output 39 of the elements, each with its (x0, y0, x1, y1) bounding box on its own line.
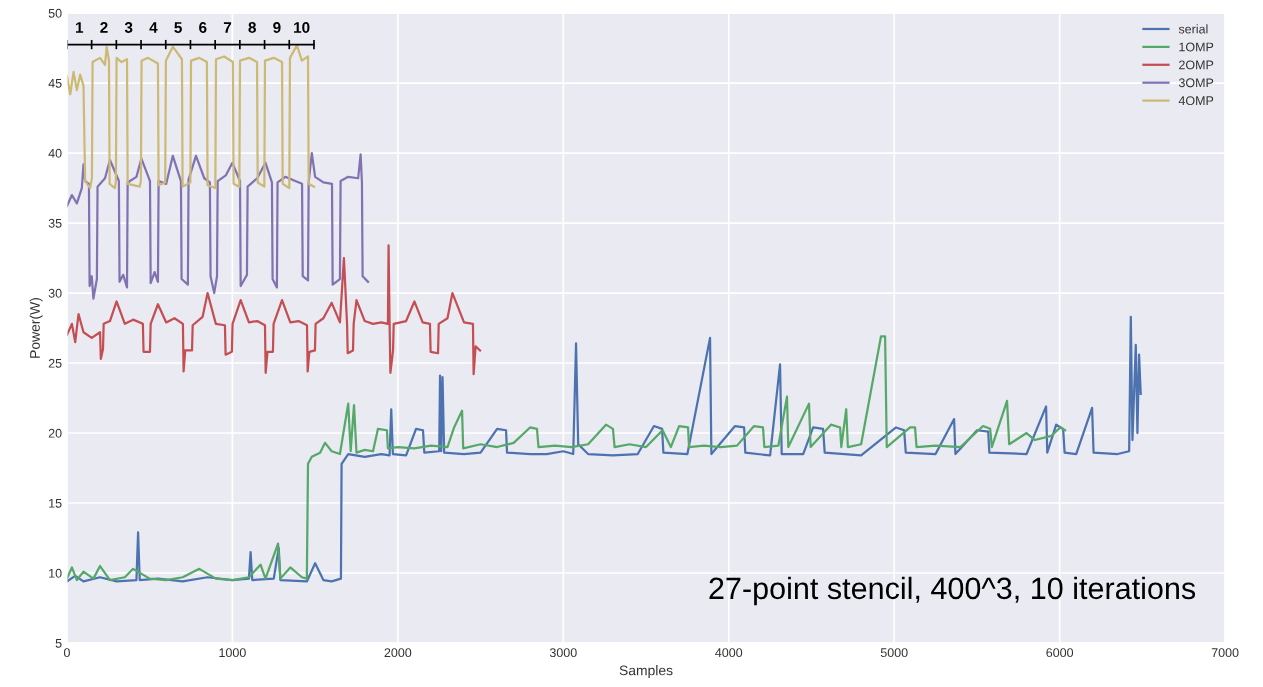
y-tick-label: 5 (55, 638, 62, 648)
annotation: 8 (248, 22, 256, 33)
annotation: 1 (76, 22, 84, 33)
annotation: 9 (273, 22, 281, 33)
x-tick-label: 6000 (1046, 648, 1074, 658)
annotation: 7 (223, 22, 232, 33)
y-tick-label: 20 (48, 428, 62, 438)
line-series (66, 44, 316, 190)
legend-label: 1OMP (1179, 42, 1214, 52)
y-tick-label: 40 (48, 148, 62, 158)
x-tick-label: 3000 (549, 648, 577, 658)
legend-label: 2OMP (1179, 60, 1214, 70)
annotation: 6 (199, 22, 207, 33)
x-tick-label: 4000 (715, 648, 743, 658)
legend-label: 4OMP (1178, 96, 1214, 106)
annotation: 5 (174, 22, 182, 33)
y-tick-label: 45 (48, 78, 62, 88)
annotation: 10 (294, 22, 310, 33)
y-tick-label: 25 (48, 358, 62, 368)
x-tick-label: 1000 (219, 648, 246, 658)
y-tick-label: 50 (48, 8, 62, 18)
annotation: 27-point stencil, 400^3, 10 iterations (709, 576, 1196, 606)
y-axis-title: Power(W) (29, 298, 43, 358)
legend-label: serial (1178, 24, 1208, 34)
y-tick-label: 15 (49, 498, 62, 508)
line-series (66, 244, 482, 376)
annotation: 3 (124, 22, 133, 33)
x-tick-label: 7000 (1211, 648, 1239, 658)
y-tick-label: 10 (49, 568, 62, 578)
legend-label: 3OMP (1178, 78, 1214, 88)
x-tick-label: 5000 (880, 648, 908, 658)
annotation: 4 (149, 22, 158, 33)
x-tick-label: 2000 (384, 648, 412, 658)
y-tick-label: 30 (48, 288, 62, 298)
line-series (66, 151, 370, 300)
y-tick-label: 35 (48, 218, 62, 228)
x-axis-title: Samples (619, 665, 673, 679)
x-tick-label: 0 (63, 648, 70, 658)
annotation: 2 (100, 22, 108, 33)
